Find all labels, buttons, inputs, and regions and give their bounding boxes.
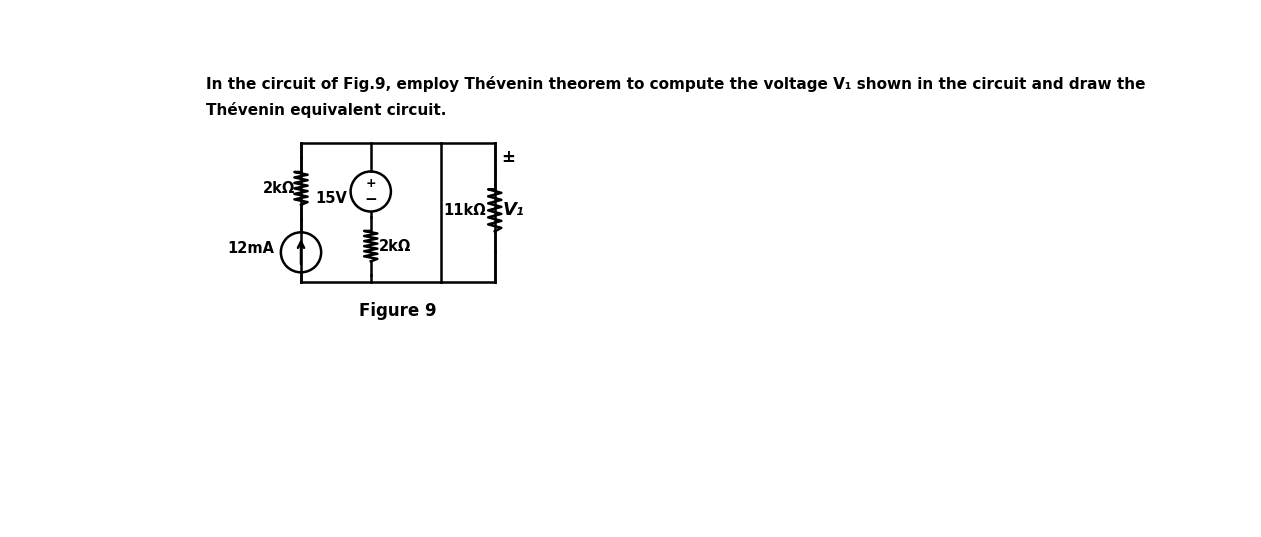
Text: 2kΩ: 2kΩ: [262, 181, 295, 196]
Text: +: +: [501, 148, 514, 165]
Text: V₁: V₁: [502, 201, 525, 219]
Text: +: +: [366, 177, 376, 190]
Text: 12mA: 12mA: [227, 241, 274, 256]
Text: −: −: [364, 192, 377, 207]
Text: In the circuit of Fig.9, employ Thévenin theorem to compute the voltage V₁ shown: In the circuit of Fig.9, employ Thévenin…: [206, 76, 1145, 92]
Text: Figure 9: Figure 9: [359, 302, 436, 321]
Text: 11kΩ: 11kΩ: [443, 203, 485, 218]
Text: Thévenin equivalent circuit.: Thévenin equivalent circuit.: [206, 102, 446, 118]
Text: 15V: 15V: [315, 191, 347, 206]
Text: 2kΩ: 2kΩ: [380, 238, 411, 253]
Text: −: −: [501, 151, 514, 169]
